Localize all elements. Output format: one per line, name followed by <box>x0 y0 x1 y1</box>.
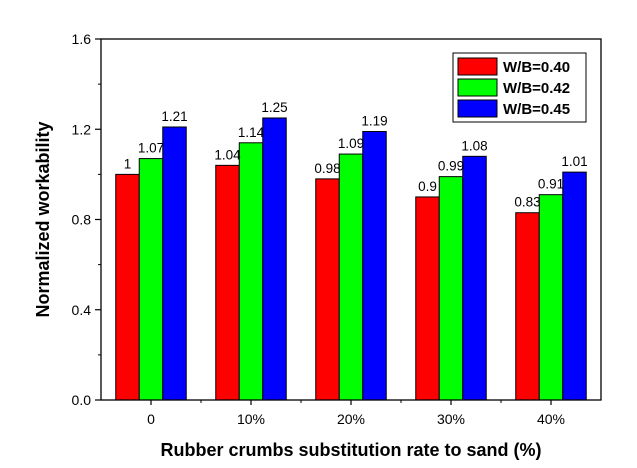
y-tick-label: 1.6 <box>72 31 92 47</box>
bar-W/B=0.45-20% <box>362 131 387 401</box>
y-axis-ticks: 0.0 0.4 0.8 1.2 1.6 <box>72 31 101 408</box>
data-label-W/B=0.45-40%: 1.01 <box>561 154 587 169</box>
x-tick-label: 40% <box>537 411 565 427</box>
bar-W/B=0.40-40% <box>515 212 540 401</box>
bar-W/B=0.42-40% <box>538 194 564 401</box>
bars-layer <box>115 117 587 401</box>
legend-label-W/B=0.45: W/B=0.45 <box>503 101 570 118</box>
bar-W/B=0.45-10% <box>262 117 287 401</box>
data-label-W/B=0.45-10%: 1.25 <box>261 100 287 115</box>
data-label-W/B=0.42-30%: 0.99 <box>438 159 464 174</box>
data-label-W/B=0.42-20%: 1.09 <box>338 136 364 151</box>
data-label-W/B=0.42-10%: 1.14 <box>238 125 265 140</box>
legend-label-W/B=0.42: W/B=0.42 <box>503 80 570 97</box>
data-label-W/B=0.45-30%: 1.08 <box>461 138 487 153</box>
data-label-W/B=0.42-0: 1.07 <box>138 141 164 156</box>
legend-swatch-W/B=0.42 <box>457 78 498 97</box>
data-label-W/B=0.40-30%: 0.9 <box>418 179 437 194</box>
legend: W/B=0.40 W/B=0.42 W/B=0.45 <box>452 52 587 123</box>
legend-swatch-W/B=0.40 <box>457 57 498 76</box>
y-tick-label: 0.8 <box>72 212 92 228</box>
bar-W/B=0.42-10% <box>238 142 264 401</box>
y-tick-label: 0.4 <box>72 302 92 318</box>
x-tick-label: 0 <box>147 411 155 427</box>
bar-W/B=0.42-20% <box>338 153 364 401</box>
data-label-W/B=0.40-10%: 1.04 <box>214 147 241 162</box>
data-label-W/B=0.40-20%: 0.98 <box>314 161 340 176</box>
bar-W/B=0.40-30% <box>415 196 440 401</box>
x-tick-label: 20% <box>337 411 365 427</box>
data-label-W/B=0.45-20%: 1.19 <box>361 114 387 129</box>
data-label-W/B=0.40-0: 1 <box>124 156 132 171</box>
x-tick-label: 30% <box>437 411 465 427</box>
data-labels-layer: 1 1.07 1.21 1.04 1.14 1.25 0.98 1.09 1.19 0.90.99… <box>124 100 588 210</box>
bar-W/B=0.42-30% <box>438 176 464 401</box>
bar-W/B=0.42-0 <box>138 158 164 401</box>
y-axis-title: Normalized workability <box>33 121 53 317</box>
data-label-W/B=0.45-0: 1.21 <box>161 109 187 124</box>
legend-swatch-W/B=0.45 <box>457 99 498 118</box>
bar-W/B=0.45-30% <box>462 155 487 401</box>
bar-W/B=0.45-0 <box>162 126 187 401</box>
bar-W/B=0.40-10% <box>215 164 240 401</box>
y-tick-label: 1.2 <box>72 121 92 137</box>
legend-label-W/B=0.40: W/B=0.40 <box>503 59 570 76</box>
bar-W/B=0.40-0 <box>115 173 140 401</box>
data-label-W/B=0.40-40%: 0.83 <box>514 195 540 210</box>
bar-W/B=0.40-20% <box>315 178 340 401</box>
x-axis-ticks: 0 10% 20% 30% 40% <box>147 400 565 427</box>
x-tick-label: 10% <box>237 411 265 427</box>
x-axis-title: Rubber crumbs substitution rate to sand … <box>160 440 541 460</box>
y-tick-label: 0.0 <box>72 392 92 408</box>
data-label-W/B=0.42-40%: 0.91 <box>538 177 564 192</box>
bar-W/B=0.45-40% <box>562 171 587 401</box>
